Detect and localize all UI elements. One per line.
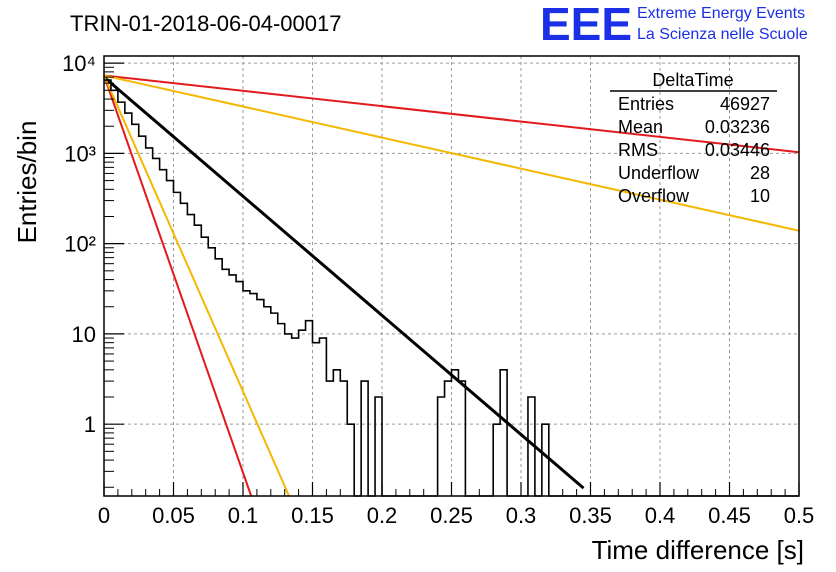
eee-logo: EEE Extreme Energy Events La Scienza nel… [540, 0, 808, 50]
stats-value-underflow: 28 [750, 163, 770, 183]
stats-box: DeltaTime Entries 46927 Mean 0.03236 RMS 0.03… [610, 70, 777, 206]
logo-line1: Extreme Energy Events [637, 5, 805, 22]
x-tick-label: 0.45 [708, 503, 751, 528]
y-axis-label: Entries/bin [12, 121, 42, 244]
x-tick-label: 0.1 [228, 503, 259, 528]
x-tick-label: 0.05 [152, 503, 195, 528]
fit-lines [103, 74, 800, 497]
y-tick-label: 10² [64, 232, 96, 257]
stats-label-rms: RMS [618, 140, 658, 160]
stats-label-entries: Entries [618, 94, 674, 114]
fit-line-2 [103, 74, 800, 154]
logo-line2: La Scienza nelle Scuole [637, 26, 808, 43]
stats-title: DeltaTime [652, 70, 733, 90]
stats-label-underflow: Underflow [618, 163, 700, 183]
fit-line-3 [103, 74, 800, 232]
stats-value-entries: 46927 [720, 94, 770, 114]
x-tick-label: 0.2 [367, 503, 398, 528]
x-tick-label: 0.4 [645, 503, 676, 528]
x-tick-label: 0.15 [291, 503, 334, 528]
y-tick-label: 10³ [64, 141, 96, 166]
chart-title: TRIN-01-2018-06-04-00017 [70, 11, 342, 36]
fit-line-1 [103, 75, 585, 490]
logo-mark: EEE [540, 0, 632, 50]
stats-value-mean: 0.03236 [705, 117, 770, 137]
x-tick-label: 0.3 [506, 503, 537, 528]
x-tick-label: 0 [98, 503, 110, 528]
y-tick-label: 10⁴ [62, 51, 96, 76]
ticks: 0 0.05 0.1 0.15 0.2 0.25 0.3 0.35 0.4 0.45 0.5 1 10 1… [62, 51, 814, 528]
stats-value-rms: 0.03446 [705, 140, 770, 160]
stats-value-overflow: 10 [750, 186, 770, 206]
y-tick-label: 10 [72, 322, 96, 347]
x-tick-label: 0.35 [569, 503, 612, 528]
stats-label-overflow: Overflow [618, 186, 690, 206]
stats-label-mean: Mean [618, 117, 663, 137]
x-axis-label: Time difference [s] [592, 535, 804, 565]
fit-line-4 [103, 75, 253, 497]
grid [104, 56, 799, 496]
x-tick-label: 0.5 [784, 503, 815, 528]
x-tick-label: 0.25 [430, 503, 473, 528]
y-tick-label: 1 [84, 412, 96, 437]
fit-line-5 [103, 75, 290, 497]
